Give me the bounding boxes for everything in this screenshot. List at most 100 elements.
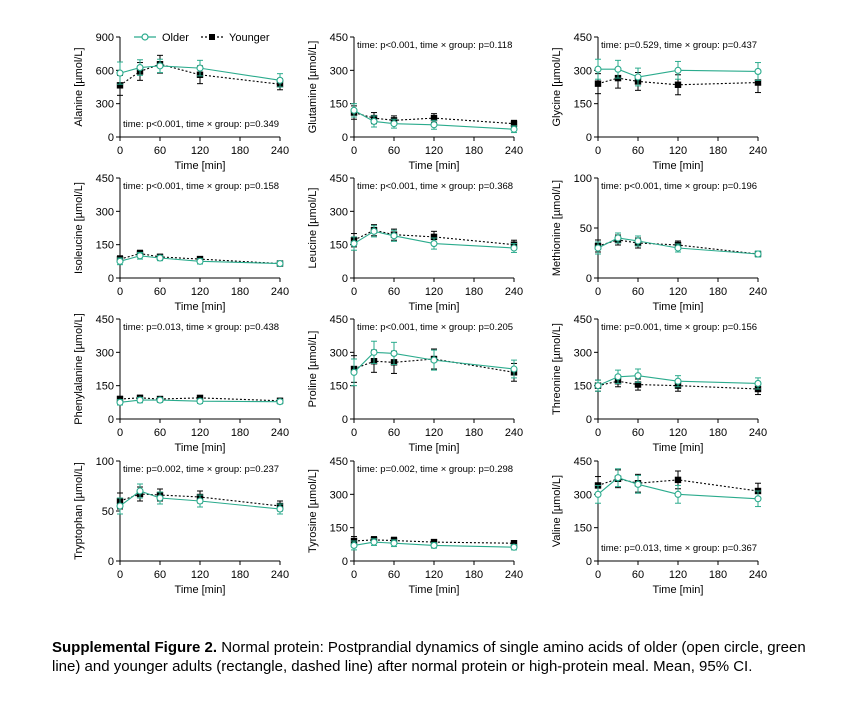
stats-annotation: time: p=0.529, time × group: p=0.437 (601, 40, 757, 51)
y-tick-label: 150 (96, 381, 114, 393)
y-tick-label: 450 (96, 314, 114, 326)
x-tick-label: 240 (271, 569, 289, 581)
data-point-younger (430, 114, 438, 122)
y-axis-label: Glutamine [µmol/L] (307, 41, 319, 134)
data-point-older (276, 505, 284, 513)
data-point-older (370, 227, 378, 235)
x-tick-label: 60 (632, 286, 644, 298)
data-point-younger (594, 80, 602, 87)
y-tick-label: 0 (108, 414, 114, 426)
x-axis-label: Time [min] (175, 301, 226, 313)
x-axis-label: Time [min] (409, 584, 460, 596)
y-tick-label: 100 (96, 456, 114, 468)
y-tick-label: 300 (574, 489, 592, 501)
data-point-older (390, 539, 398, 547)
panel-alanine: 0 300 600 900 0 60 120 180 240 Time [min] Alanine … (73, 32, 289, 172)
series-older (350, 225, 518, 253)
caption-text: Normal protein: Postprandial dynamics of… (52, 639, 806, 675)
data-point-younger (510, 120, 518, 127)
data-point-older (156, 254, 164, 262)
x-tick-label: 120 (425, 569, 443, 581)
data-point-older (594, 244, 602, 252)
y-tick-label: 0 (108, 273, 114, 285)
x-tick-label: 0 (595, 145, 601, 157)
y-axis-label: Methionine [µmol/L] (551, 180, 563, 276)
x-tick-label: 240 (505, 569, 523, 581)
x-tick-label: 0 (351, 569, 357, 581)
x-tick-label: 60 (154, 569, 166, 581)
y-tick-label: 0 (342, 273, 348, 285)
data-point-older (196, 257, 204, 265)
x-tick-label: 180 (709, 569, 727, 581)
x-tick-label: 180 (709, 145, 727, 157)
x-tick-label: 120 (425, 427, 443, 439)
y-axis-label: Leucine [µmol/L] (307, 188, 319, 269)
x-tick-label: 60 (154, 286, 166, 298)
data-point-older (674, 377, 682, 385)
y-axis-label: Tyrosine [µmol/L] (307, 469, 319, 553)
data-point-older (390, 232, 398, 240)
x-tick-label: 180 (231, 427, 249, 439)
data-point-older (614, 65, 622, 73)
data-point-younger (116, 82, 124, 89)
x-tick-label: 60 (154, 145, 166, 157)
data-point-older (370, 538, 378, 546)
y-tick-label: 150 (574, 523, 592, 535)
x-tick-label: 120 (191, 286, 209, 298)
y-tick-label: 0 (342, 414, 348, 426)
x-tick-label: 120 (669, 569, 687, 581)
y-tick-label: 450 (330, 173, 348, 185)
x-tick-label: 0 (595, 286, 601, 298)
x-tick-label: 180 (465, 145, 483, 157)
y-tick-label: 150 (330, 99, 348, 111)
data-point-older (634, 73, 642, 81)
data-point-older (350, 240, 358, 248)
data-point-older (116, 398, 124, 406)
data-point-older (136, 64, 144, 72)
data-point-older (136, 396, 144, 404)
panel-isoleucine: 0 150 300 450 0 60 120 180 240 Time [min] Isoleuci… (73, 173, 289, 313)
y-tick-label: 300 (96, 99, 114, 111)
data-point-younger (430, 233, 438, 241)
legend-younger-marker (209, 34, 215, 40)
data-point-older (754, 379, 762, 387)
data-point-older (196, 497, 204, 505)
data-point-older (674, 244, 682, 252)
panel-valine: 0 150 300 450 0 60 120 180 240 Time [min] Valine [… (551, 456, 767, 596)
y-tick-label: 300 (330, 347, 348, 359)
data-point-older (136, 487, 144, 495)
series-older (594, 232, 762, 258)
data-point-older (674, 66, 682, 74)
series-older (594, 58, 762, 87)
y-axis-label: Isoleucine [µmol/L] (73, 182, 85, 274)
x-tick-label: 180 (231, 569, 249, 581)
x-axis-label: Time [min] (653, 301, 704, 313)
y-tick-label: 150 (330, 381, 348, 393)
data-point-younger (674, 81, 682, 88)
data-point-older (390, 120, 398, 128)
data-point-older (136, 252, 144, 260)
stats-annotation: time: p<0.001, time × group: p=0.118 (357, 40, 512, 51)
y-tick-label: 450 (574, 456, 592, 468)
x-tick-label: 60 (388, 286, 400, 298)
x-tick-label: 60 (632, 145, 644, 157)
y-tick-label: 0 (586, 414, 592, 426)
data-point-older (594, 382, 602, 390)
data-point-older (754, 250, 762, 258)
data-point-older (614, 474, 622, 482)
panel-proline: 0 150 300 450 0 60 120 180 240 Time [min] Proline … (307, 314, 523, 454)
x-tick-label: 0 (351, 286, 357, 298)
data-point-older (594, 490, 602, 498)
y-tick-label: 300 (330, 489, 348, 501)
x-tick-label: 0 (351, 145, 357, 157)
stats-annotation: time: p=0.013, time × group: p=0.367 (601, 543, 757, 554)
x-tick-label: 240 (749, 286, 767, 298)
x-axis-label: Time [min] (653, 584, 704, 596)
x-tick-label: 60 (632, 427, 644, 439)
x-tick-label: 60 (388, 145, 400, 157)
data-point-older (116, 502, 124, 510)
stats-annotation: time: p=0.002, time × group: p=0.237 (123, 464, 279, 475)
x-tick-label: 180 (709, 286, 727, 298)
series-older (350, 340, 518, 387)
y-tick-label: 150 (574, 381, 592, 393)
